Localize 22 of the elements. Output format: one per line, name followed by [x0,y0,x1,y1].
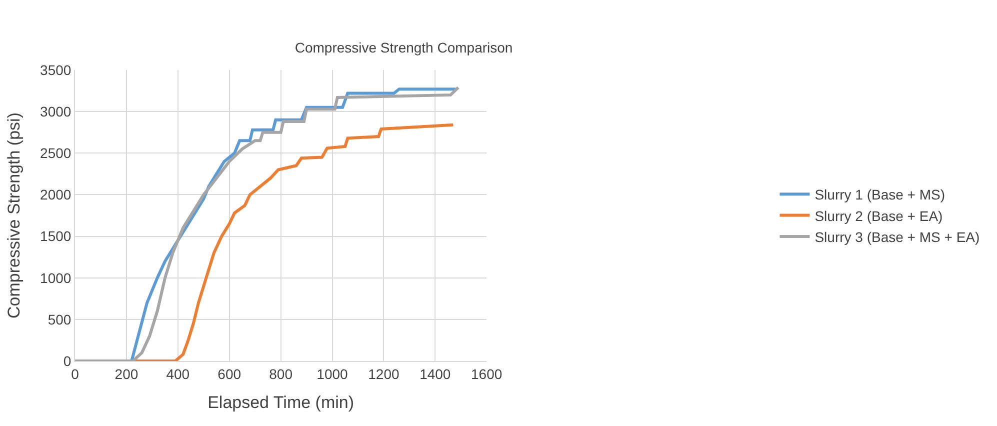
legend-label: Slurry 2 (Base + EA) [814,208,943,224]
legend-label: Slurry 3 (Base + MS + EA) [814,228,980,245]
y-tick-label: 500 [48,311,72,328]
y-tick-label: 3000 [40,103,72,120]
x-tick-label: 200 [114,366,138,382]
y-tick-label: 1000 [40,270,72,286]
x-tick-label: 1400 [420,366,451,382]
y-axis-title: Compressive Strength (psi) [4,112,24,318]
y-tick-label: 1500 [40,228,72,244]
x-tick-label: 400 [166,366,190,382]
y-tick-label: 3500 [40,62,72,78]
y-tick-label: 2500 [40,145,72,162]
x-tick-label: 1000 [316,366,348,382]
chart-title: Compressive Strength Comparison [294,39,513,56]
x-tick-label: 1600 [471,366,502,382]
y-tick-label: 2000 [40,186,72,203]
x-axis-title: Elapsed Time (min) [208,393,354,412]
legend-label: Slurry 1 (Base + MS) [814,186,946,203]
y-tick-label: 0 [63,352,72,369]
x-tick-label: 600 [218,366,242,382]
x-tick-label: 800 [269,366,293,382]
x-tick-label: 1200 [368,366,400,382]
